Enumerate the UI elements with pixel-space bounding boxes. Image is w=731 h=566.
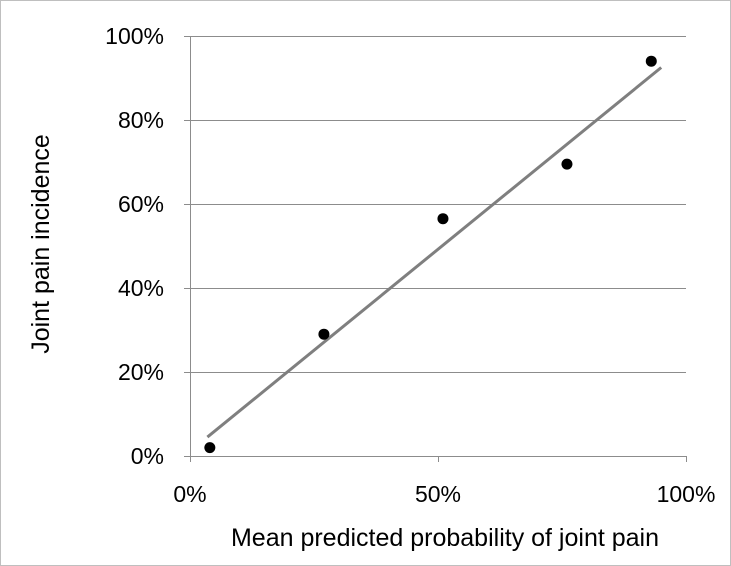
y-tick-label: 40% [118, 275, 164, 301]
data-point [561, 158, 573, 170]
data-point [318, 328, 330, 340]
x-tick-label: 100% [657, 481, 716, 507]
data-point [437, 213, 449, 225]
y-tick-label: 20% [118, 359, 164, 385]
data-point [204, 442, 216, 454]
y-tick-label: 60% [118, 191, 164, 217]
y-tick-label: 0% [131, 443, 164, 469]
y-tick-label: 100% [105, 23, 164, 49]
trend-line [206, 66, 663, 439]
tick-labels: 0% 20% 40% 60% 80% 100% 0% 50% 100% [105, 23, 715, 507]
x-axis-title: Mean predicted probability of joint pain [231, 524, 659, 552]
y-tick-label: 80% [118, 107, 164, 133]
axes [184, 36, 687, 462]
gridlines [190, 36, 686, 373]
data-series [204, 55, 663, 454]
x-tick-label: 50% [415, 481, 461, 507]
y-axis-title: Joint pain incidence [27, 134, 55, 354]
x-tick-label: 0% [173, 481, 206, 507]
data-point [645, 55, 657, 67]
